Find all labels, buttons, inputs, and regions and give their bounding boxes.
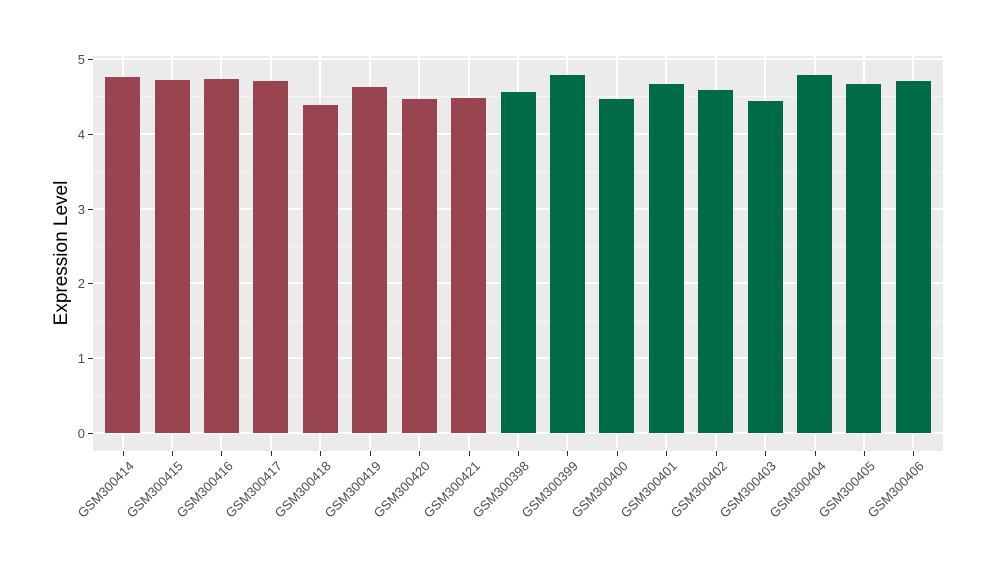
y-tick-label: 0 (77, 426, 85, 441)
bar-GSM300416 (203, 79, 239, 433)
x-tick-mark (567, 451, 569, 456)
bar-GSM300400 (599, 99, 635, 433)
bar-GSM300414 (105, 76, 141, 433)
bar-GSM300401 (648, 83, 684, 433)
bar-GSM300418 (302, 104, 338, 433)
y-tick-mark (88, 59, 93, 60)
bar-GSM300406 (895, 81, 931, 433)
bar-GSM300415 (154, 79, 190, 433)
bar-GSM300419 (352, 86, 388, 433)
x-tick-mark (765, 451, 767, 456)
x-tick-mark (172, 451, 174, 456)
x-tick-mark (715, 451, 717, 456)
x-tick-mark (122, 451, 124, 456)
y-tick-label: 3 (77, 201, 85, 217)
plot-panel (93, 56, 943, 451)
x-tick-mark (468, 451, 470, 456)
y-tick-mark (88, 433, 93, 434)
x-tick-mark (221, 451, 223, 456)
x-tick-mark (369, 451, 371, 456)
bar-GSM300421 (451, 97, 487, 433)
x-tick-mark (666, 451, 668, 456)
x-tick-mark (270, 451, 272, 456)
x-tick-mark (616, 451, 618, 456)
y-tick-label: 2 (77, 276, 85, 292)
y-tick-label: 4 (77, 126, 85, 142)
y-tick-mark (88, 133, 93, 135)
x-tick-mark (913, 451, 915, 456)
bar-GSM300399 (549, 75, 585, 433)
y-tick-label: 1 (77, 351, 85, 367)
bar-GSM300398 (500, 91, 536, 433)
y-tick-mark (88, 358, 93, 360)
x-tick-mark (814, 451, 816, 456)
bar-GSM300417 (253, 80, 289, 433)
x-tick-mark (320, 451, 322, 456)
y-tick-mark (88, 208, 93, 210)
bar-GSM300403 (747, 100, 783, 433)
bar-GSM300405 (846, 84, 882, 433)
x-tick-mark (518, 451, 519, 456)
bar-GSM300404 (797, 74, 832, 433)
x-tick-mark (419, 451, 421, 456)
x-tick-mark (863, 451, 865, 456)
y-tick-mark (88, 283, 93, 285)
y-tick-label: 5 (77, 52, 85, 67)
bar-GSM300420 (401, 99, 437, 433)
bar-GSM300402 (698, 90, 734, 433)
